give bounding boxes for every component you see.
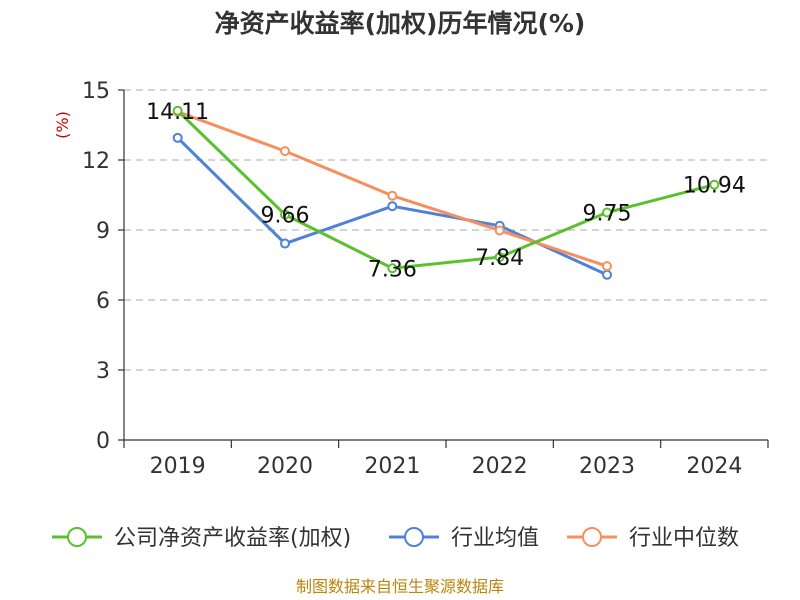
data-label: 14.11 — [146, 100, 209, 125]
legend-swatch-marker — [67, 527, 87, 547]
x-tick-label: 2020 — [257, 454, 313, 479]
chart-title: 净资产收益率(加权)历年情况(%) — [215, 9, 586, 38]
data-point — [280, 238, 290, 249]
data-label: 7.36 — [368, 257, 417, 282]
series-line — [176, 109, 715, 270]
data-point — [602, 207, 612, 218]
data-point — [494, 252, 505, 263]
x-tick-label: 2021 — [364, 454, 420, 479]
x-tick-label: 2019 — [150, 454, 206, 479]
data-label: 9.66 — [261, 204, 310, 229]
y-axis-label: (%) — [53, 111, 72, 139]
axes — [118, 89, 769, 448]
legend-swatch-marker — [404, 527, 424, 547]
data-label: 7.84 — [475, 246, 524, 271]
x-tick-label: 2023 — [579, 454, 635, 479]
legend-label: 行业中位数 — [629, 526, 739, 551]
series-lines — [172, 105, 720, 280]
data-point — [602, 261, 612, 272]
legend-item: 行业均值 — [389, 526, 539, 551]
data-point — [387, 190, 398, 201]
data-point — [602, 269, 612, 280]
data-point — [280, 209, 290, 220]
y-tick-label: 6 — [96, 289, 110, 314]
series-company — [172, 105, 720, 274]
data-point — [709, 179, 720, 190]
legend-item: 公司净资产收益率(加权) — [52, 526, 351, 551]
legend-label: 行业均值 — [451, 526, 539, 551]
data-point — [172, 105, 183, 116]
data-point — [280, 146, 290, 157]
legend-swatch-marker — [582, 527, 602, 547]
data-label: 9.75 — [583, 202, 632, 227]
data-point — [494, 225, 505, 236]
data-point — [387, 201, 398, 212]
y-tick-labels: 0 3 6 9 12 15 — [82, 79, 110, 454]
y-tick-label: 0 — [96, 429, 110, 454]
data-labels: 14.11 9.66 7.36 7.84 9.75 10.94 — [146, 100, 746, 282]
data-point — [172, 132, 183, 143]
x-tick-labels: 2019 2020 2021 2022 2023 2024 — [150, 454, 743, 479]
y-tick-label: 15 — [82, 79, 110, 104]
y-tick-label: 9 — [96, 219, 110, 244]
legend-item: 行业中位数 — [567, 526, 739, 551]
series-line — [177, 110, 608, 268]
series-industry-median — [172, 106, 612, 272]
legend-label: 公司净资产收益率(加权) — [114, 526, 351, 551]
x-tick-label: 2022 — [472, 454, 528, 479]
source-note: 制图数据来自恒生聚源数据库 — [296, 577, 504, 596]
data-point — [387, 263, 398, 274]
y-tick-label: 12 — [82, 149, 110, 174]
x-tick-label: 2024 — [686, 454, 742, 479]
y-tick-label: 3 — [96, 359, 110, 384]
gridlines — [124, 89, 768, 371]
data-label: 10.94 — [683, 174, 746, 199]
legend: 公司净资产收益率(加权) 行业均值 行业中位数 — [52, 526, 739, 551]
